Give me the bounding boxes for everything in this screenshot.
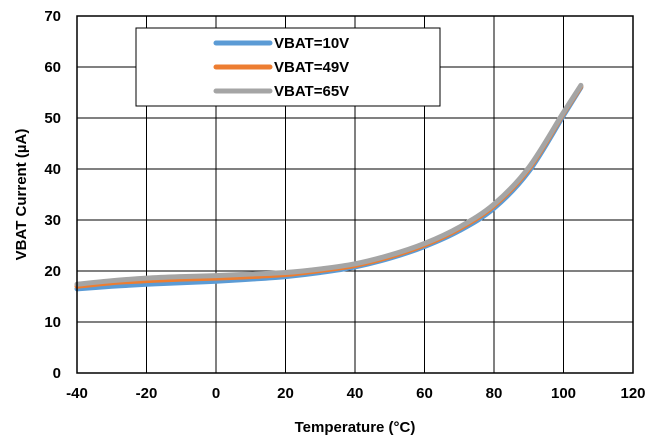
- legend: VBAT=10V VBAT=49V VBAT=65V: [135, 27, 441, 107]
- y-tick-label: 0: [53, 365, 61, 382]
- x-tick-label: 20: [277, 385, 294, 402]
- legend-label: VBAT=49V: [274, 59, 349, 76]
- y-tick-label: 30: [44, 212, 61, 229]
- y-axis-title: VBAT Current (µA): [13, 129, 30, 261]
- y-tick-label: 50: [44, 110, 61, 127]
- series-lines: [74, 82, 584, 292]
- legend-label: VBAT=65V: [274, 83, 349, 100]
- y-tick-label: 70: [44, 8, 61, 25]
- y-tick-label: 20: [44, 263, 61, 280]
- y-tick-labels: 0 10 20 30 40 50 60 70: [44, 8, 61, 382]
- x-tick-label: 40: [347, 385, 364, 402]
- x-tick-label: 80: [486, 385, 503, 402]
- y-tick-label: 40: [44, 161, 61, 178]
- y-tick-label: 10: [44, 314, 61, 331]
- x-axis-title: Temperature (°C): [295, 419, 416, 436]
- y-tick-label: 60: [44, 59, 61, 76]
- series-line: [74, 82, 584, 287]
- legend-box: [135, 27, 441, 107]
- x-tick-label: -20: [136, 385, 158, 402]
- plot-area-border: [76, 15, 634, 374]
- x-tick-label: 120: [620, 385, 645, 402]
- x-tick-label: 100: [551, 385, 576, 402]
- x-tick-label: 0: [212, 385, 220, 402]
- x-tick-label: 60: [416, 385, 433, 402]
- legend-label: VBAT=10V: [274, 35, 349, 52]
- x-tick-label: -40: [66, 385, 88, 402]
- x-tick-labels: -40 -20 0 20 40 60 80 100 120: [66, 385, 645, 402]
